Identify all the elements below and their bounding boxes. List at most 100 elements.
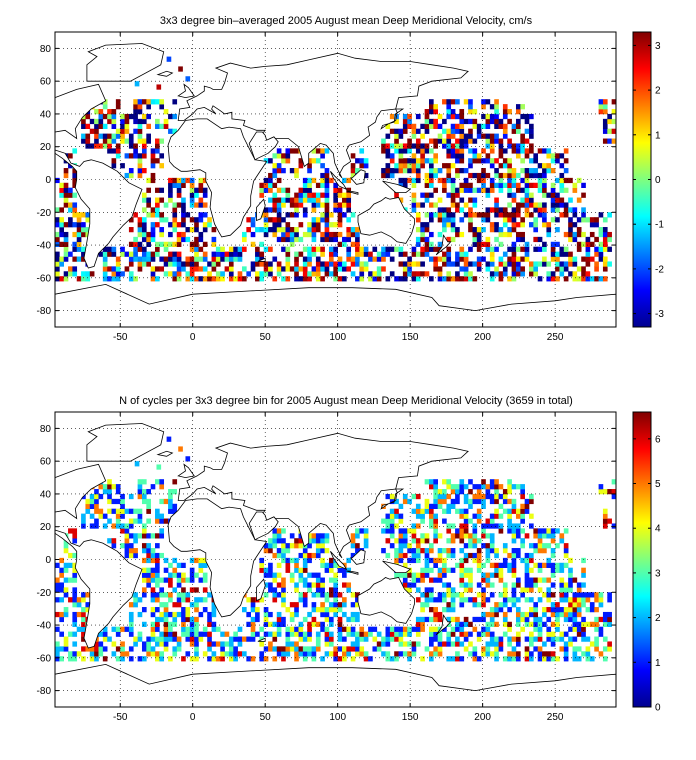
bin-cell [520, 611, 525, 618]
bin-cell [228, 251, 234, 257]
bin-cell [111, 266, 117, 272]
bin-cell [259, 636, 265, 642]
bin-cell [550, 241, 556, 247]
bin-cell [128, 138, 134, 144]
bin-cell [215, 271, 221, 277]
bin-cell [433, 626, 438, 632]
bin-cell [168, 493, 173, 500]
bin-cell [285, 631, 291, 637]
bin-cell [515, 523, 521, 529]
bin-cell [285, 227, 291, 233]
bin-cell [72, 572, 78, 578]
bin-cell [55, 626, 60, 632]
bin-cell [546, 577, 552, 583]
bin-cell [237, 626, 243, 632]
bin-cell [472, 276, 478, 282]
bin-cell [468, 212, 473, 218]
bin-cell [302, 266, 308, 272]
bin-cell [268, 261, 273, 267]
bin-cell [563, 592, 569, 598]
bin-cell [133, 251, 138, 257]
bin-cell [572, 611, 578, 618]
bin-cell [315, 158, 321, 164]
bin-cell [324, 261, 330, 267]
bin-cell [328, 261, 334, 267]
y-tick-label: -60 [37, 653, 52, 664]
bin-cell [602, 513, 608, 519]
bin-cell [198, 197, 204, 203]
bin-cell [450, 548, 456, 554]
bin-cell [55, 577, 60, 583]
bin-cell [215, 656, 221, 662]
bin-cell [542, 656, 547, 662]
bin-cell [515, 143, 521, 149]
bin-cell [94, 523, 99, 529]
bin-cell [298, 187, 304, 193]
bin-cell [163, 577, 169, 583]
bin-cell [437, 231, 443, 238]
bin-cell [385, 123, 391, 129]
bin-cell [115, 631, 121, 637]
bin-cell [94, 503, 99, 509]
bin-cell [281, 543, 286, 549]
bin-cell [550, 251, 556, 257]
bin-cell [342, 572, 347, 578]
bin-cell [337, 241, 343, 247]
bin-cell [355, 227, 360, 233]
bin-cell [455, 616, 460, 623]
bin-cell [134, 461, 140, 467]
bin-cell [494, 607, 499, 613]
bin-cell [272, 256, 278, 262]
bin-cell [289, 641, 295, 647]
bin-cell [363, 656, 369, 662]
bin-cell [115, 508, 121, 514]
bin-cell [298, 197, 304, 203]
bin-cell [185, 177, 191, 184]
bin-cell [128, 168, 134, 174]
bin-cell [72, 533, 78, 539]
bin-cell [63, 587, 69, 593]
bin-cell [320, 602, 325, 608]
coastline [256, 578, 266, 602]
bin-cell [294, 212, 299, 218]
bin-cell [455, 192, 460, 198]
bin-cell [233, 631, 238, 637]
bin-cell [550, 182, 556, 188]
bin-cell [385, 143, 391, 149]
bin-cell [507, 212, 512, 218]
coastline [382, 560, 412, 573]
bin-cell [302, 182, 308, 188]
bin-cell [585, 236, 591, 243]
bin-cell [402, 533, 408, 539]
bin-cell [63, 172, 69, 179]
bin-cell [520, 528, 525, 534]
bin-cell [333, 582, 338, 588]
bin-cell [194, 646, 199, 652]
bin-cell [394, 552, 399, 559]
bin-cell [481, 212, 486, 218]
bin-cell [602, 646, 608, 652]
coastlines [54, 43, 617, 328]
bin-cell [515, 508, 521, 514]
bin-cell [333, 197, 338, 203]
bin-cell [185, 616, 191, 623]
bin-cell [485, 611, 491, 618]
bin-cell [81, 123, 86, 129]
bin-cell [194, 227, 199, 233]
bin-cell [63, 246, 69, 252]
bin-cell [568, 616, 573, 623]
bin-cell [259, 271, 265, 277]
bin-cell [450, 592, 456, 598]
bin-cell [420, 548, 425, 554]
bin-cell [446, 567, 452, 573]
bin-cell [281, 153, 286, 159]
bin-cell [502, 582, 508, 588]
count-bins [55, 436, 617, 662]
bin-cell [259, 562, 265, 568]
bin-cell [411, 552, 417, 559]
bin-cell [81, 523, 86, 529]
bin-cell [324, 636, 330, 642]
bin-cell [398, 128, 404, 134]
bin-cell [159, 651, 165, 657]
bin-cell [563, 266, 569, 272]
